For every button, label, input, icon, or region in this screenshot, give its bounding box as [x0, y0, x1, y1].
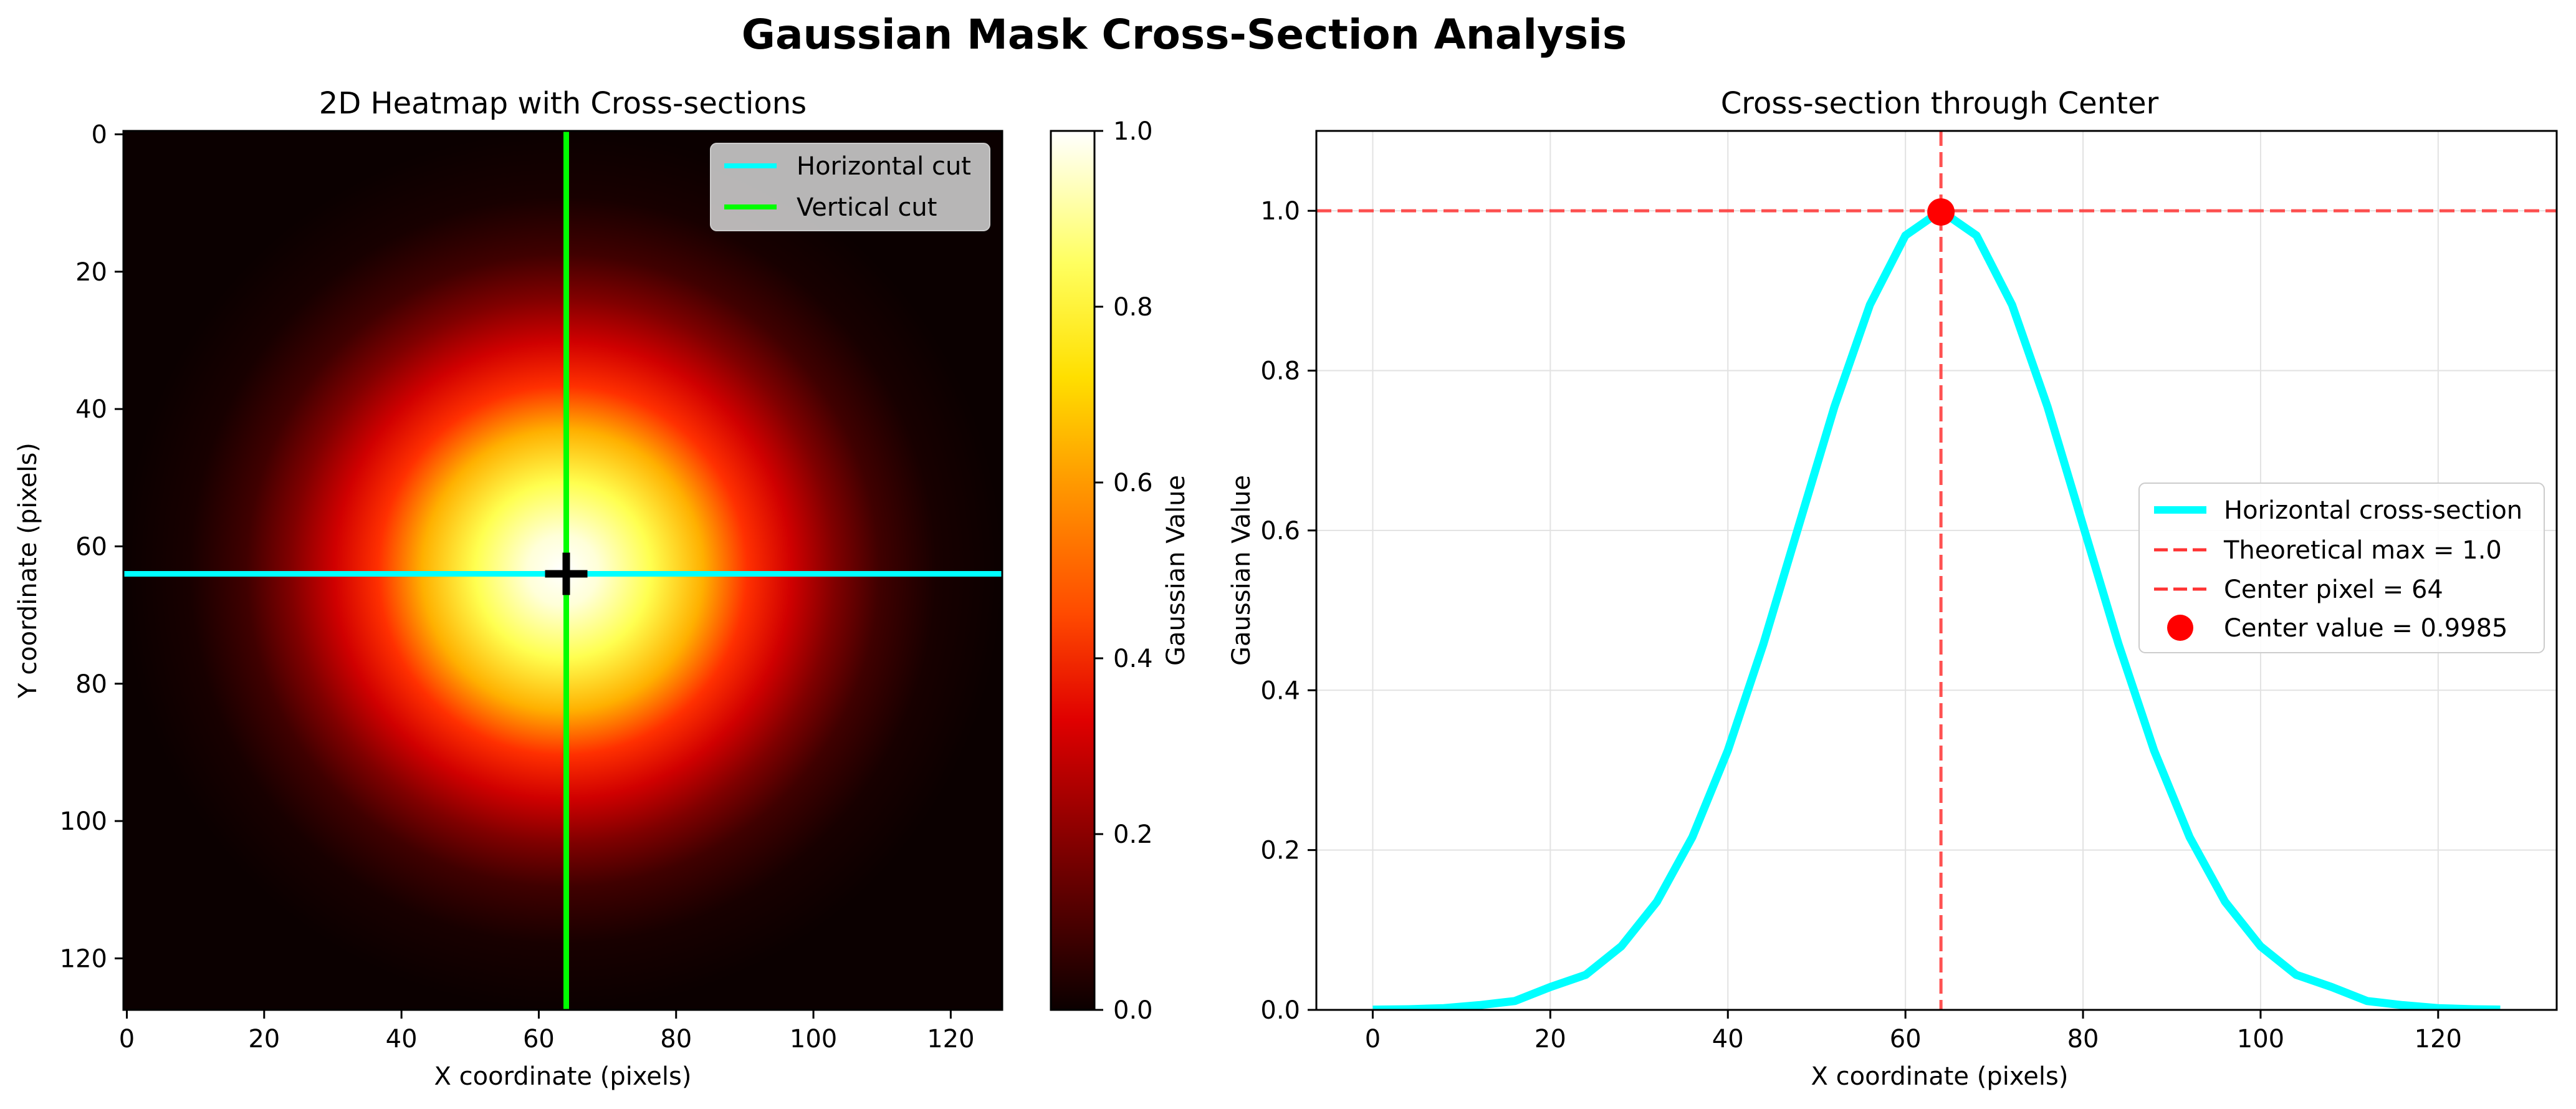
- line-x-tick-label: 0: [1365, 1025, 1381, 1054]
- heatmap-xlabel: X coordinate (pixels): [434, 1062, 692, 1091]
- heatmap-panel: 2D Heatmap with Cross-sections 0 20 40 60 80…: [14, 86, 1003, 1091]
- heatmap-legend-box: [710, 143, 990, 231]
- line-chart-title: Cross-section through Center: [1721, 86, 2159, 121]
- heatmap-y-axis: 0 20 40 60 80 100 120: [60, 121, 123, 973]
- heatmap-x-tick-label: 80: [660, 1025, 692, 1054]
- heatmap-y-tick-label: 100: [60, 807, 107, 836]
- legend-label-center-pixel: Center pixel = 64: [2224, 575, 2443, 604]
- heatmap-x-axis: 0 20 40 60 80 100 120: [119, 1010, 975, 1054]
- center-value-point: [1927, 198, 1955, 226]
- heatmap-x-tick-label: 100: [790, 1025, 837, 1054]
- heatmap-y-tick-label: 20: [75, 258, 107, 287]
- colorbar-tick-label: 0.4: [1113, 645, 1153, 673]
- colorbar-label: Gaussian Value: [1162, 475, 1190, 666]
- colorbar-tick-label: 0.2: [1113, 820, 1153, 849]
- line-y-tick-label: 0.2: [1260, 837, 1300, 865]
- legend-label-vertical-cut: Vertical cut: [797, 193, 937, 222]
- line-chart-ylabel: Gaussian Value: [1227, 475, 1256, 666]
- legend-label-cross-section: Horizontal cross-section: [2224, 496, 2522, 525]
- heatmap-x-tick-label: 60: [523, 1025, 555, 1054]
- line-x-tick-label: 40: [1712, 1025, 1744, 1054]
- colorbar-gradient: [1050, 130, 1096, 1011]
- heatmap-title: 2D Heatmap with Cross-sections: [319, 86, 807, 121]
- line-chart-frame: [1315, 130, 2558, 1011]
- heatmap-y-tick-label: 40: [75, 395, 107, 424]
- line-x-tick-label: 120: [2415, 1025, 2462, 1054]
- colorbar-tick-label: 0.0: [1113, 996, 1153, 1025]
- colorbar: 0.0 0.2 0.4 0.6 0.8 1.0 Gaussian Value: [1050, 117, 1190, 1025]
- legend-swatch-center-value: [2167, 615, 2193, 641]
- line-chart-x-axis: 0 20 40 60 80 100 120: [1365, 1010, 2462, 1054]
- figure-title: Gaussian Mask Cross-Section Analysis: [742, 11, 1627, 59]
- legend-label-theoretical-max: Theoretical max = 1.0: [2223, 536, 2502, 565]
- line-x-tick-label: 20: [1535, 1025, 1566, 1054]
- legend-label-center-value: Center value = 0.9985: [2224, 614, 2508, 643]
- line-chart-legend-box: [2138, 482, 2545, 653]
- heatmap-x-tick-label: 120: [927, 1025, 974, 1054]
- line-y-tick-label: 1.0: [1260, 197, 1300, 226]
- colorbar-tick-label: 1.0: [1113, 117, 1153, 146]
- heatmap-x-tick-label: 40: [386, 1025, 418, 1054]
- line-chart-grid: [1316, 131, 2557, 1010]
- line-x-tick-label: 80: [2067, 1025, 2099, 1054]
- colorbar-tick-label: 0.8: [1113, 293, 1153, 322]
- heatmap-x-tick-label: 20: [248, 1025, 280, 1054]
- line-y-tick-label: 0.6: [1260, 517, 1300, 545]
- line-chart-legend: Horizontal cross-section Theoretical max…: [2138, 482, 2545, 653]
- heatmap-y-tick-label: 120: [60, 944, 107, 973]
- heatmap-y-tick-label: 80: [75, 670, 107, 699]
- line-y-tick-label: 0.8: [1260, 357, 1300, 386]
- heatmap-legend: Horizontal cut Vertical cut: [710, 143, 990, 231]
- line-y-tick-label: 0.0: [1260, 996, 1300, 1025]
- colorbar-ticks: 0.0 0.2 0.4 0.6 0.8 1.0: [1094, 117, 1153, 1025]
- heatmap-ylabel: Y coordinate (pixels): [14, 443, 42, 699]
- line-x-tick-label: 60: [1890, 1025, 1922, 1054]
- heatmap-frame: [122, 130, 1003, 1011]
- line-x-tick-label: 100: [2237, 1025, 2284, 1054]
- legend-label-horizontal-cut: Horizontal cut: [797, 152, 971, 181]
- center-plus-marker: [545, 552, 588, 595]
- cross-section-panel: Cross-section through Center 0 20 40 60 80 10…: [1227, 86, 2558, 1091]
- heatmap-y-tick-label: 60: [75, 532, 107, 561]
- line-y-tick-label: 0.4: [1260, 676, 1300, 705]
- line-chart-y-axis: 0.0 0.2 0.4 0.6 0.8 1.0: [1260, 197, 1316, 1025]
- heatmap-y-tick-label: 0: [92, 121, 107, 150]
- line-chart-xlabel: X coordinate (pixels): [1811, 1062, 2069, 1091]
- colorbar-tick-label: 0.6: [1113, 469, 1153, 497]
- heatmap-x-tick-label: 0: [119, 1025, 135, 1054]
